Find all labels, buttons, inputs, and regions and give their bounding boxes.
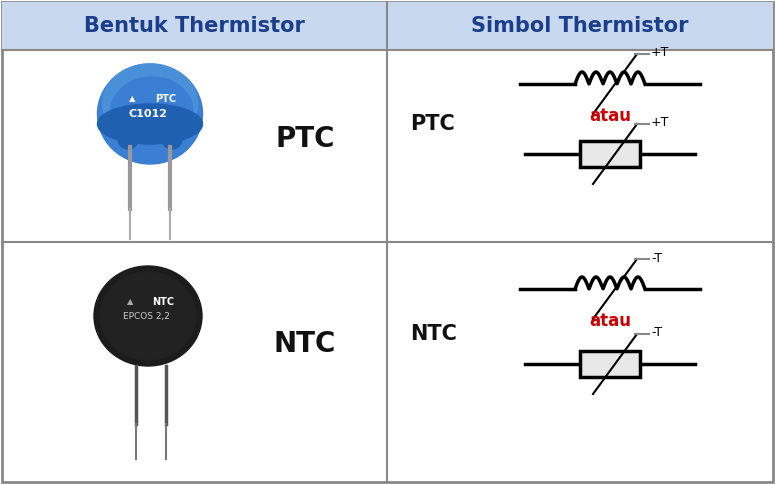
Text: Simbol Thermistor: Simbol Thermistor [471,16,689,36]
Text: -T: -T [651,252,662,264]
Text: NTC: NTC [274,330,336,358]
Ellipse shape [102,64,198,144]
Text: EPCOS 2,2: EPCOS 2,2 [122,312,170,320]
Text: atau: atau [589,107,631,125]
Text: PTC: PTC [155,94,176,104]
Bar [580,351,640,377]
Text: C1012: C1012 [129,109,167,119]
Ellipse shape [98,64,202,164]
Text: +T: +T [651,46,670,60]
Text: atau: atau [589,312,631,330]
Text: ▲: ▲ [129,94,136,104]
Text: ▲: ▲ [127,298,133,306]
Text: PTC: PTC [410,114,455,134]
Text: NTC: NTC [152,297,174,307]
Ellipse shape [162,129,182,149]
Text: +T: +T [651,117,670,130]
Ellipse shape [118,129,138,149]
Ellipse shape [98,104,202,144]
Text: PTC: PTC [275,125,335,153]
Text: NTC: NTC [410,324,457,344]
Ellipse shape [101,272,195,360]
Text: Bentuk Thermistor: Bentuk Thermistor [84,16,305,36]
Ellipse shape [94,266,202,366]
Ellipse shape [111,77,193,145]
Text: -T: -T [651,327,662,339]
Bar [580,141,640,167]
Bar [2,2,773,50]
